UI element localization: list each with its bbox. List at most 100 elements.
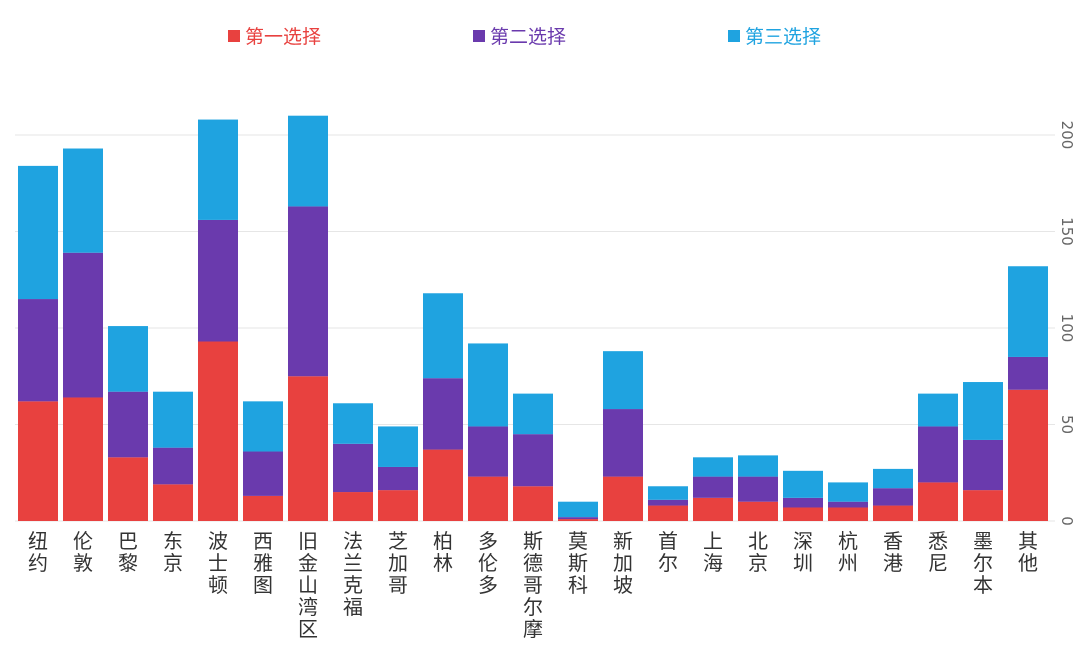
- bar-2-22: [1008, 356, 1048, 390]
- bar-1-3: [153, 484, 193, 521]
- bar-1-5: [243, 495, 283, 521]
- legend-label: 第三选择: [745, 26, 822, 48]
- bar-3-11: [513, 393, 553, 435]
- y-tick-label: 150: [1058, 217, 1076, 246]
- bar-1-12: [558, 519, 598, 521]
- x-category-label: 深圳: [793, 529, 813, 575]
- bar-2-3: [153, 447, 193, 485]
- bar-2-1: [63, 252, 103, 398]
- bar-2-19: [873, 488, 913, 506]
- bar-1-22: [1008, 389, 1048, 521]
- bar-2-13: [603, 409, 643, 477]
- y-tick-label: 50: [1058, 415, 1076, 434]
- x-category-label: 首尔: [658, 529, 678, 575]
- bar-3-2: [108, 326, 148, 392]
- x-category-label: 巴黎: [118, 529, 138, 575]
- bar-2-12: [558, 517, 598, 520]
- bar-2-10: [468, 426, 508, 477]
- x-category-label: 上海: [703, 529, 723, 575]
- x-category-label: 斯德哥尔摩: [523, 529, 543, 641]
- bar-2-2: [108, 391, 148, 458]
- x-category-label: 西雅图: [253, 529, 273, 597]
- bar-3-18: [828, 482, 868, 502]
- legend-item[interactable]: 第三选择: [728, 22, 821, 49]
- bar-1-14: [648, 505, 688, 521]
- x-category-label: 莫斯科: [568, 529, 588, 597]
- bar-1-0: [18, 401, 58, 521]
- bar-3-4: [198, 119, 238, 220]
- bar-3-5: [243, 401, 283, 452]
- bar-3-8: [378, 426, 418, 467]
- bar-2-9: [423, 378, 463, 450]
- bar-1-8: [378, 490, 418, 521]
- x-category-label: 墨尔本: [973, 529, 993, 597]
- bar-2-4: [198, 219, 238, 342]
- bar-3-20: [918, 393, 958, 427]
- x-category-label: 芝加哥: [388, 529, 408, 597]
- x-category-label: 杭州: [838, 529, 858, 575]
- bar-1-15: [693, 497, 733, 521]
- x-category-label: 新加坡: [613, 529, 633, 597]
- bar-2-18: [828, 501, 868, 508]
- legend-swatch: [728, 29, 740, 42]
- bar-2-20: [918, 426, 958, 483]
- bar-1-13: [603, 476, 643, 521]
- bar-3-9: [423, 293, 463, 379]
- bar-1-16: [738, 501, 778, 521]
- x-category-label: 柏林: [433, 529, 453, 575]
- bar-3-14: [648, 486, 688, 500]
- x-category-label: 法兰克福: [343, 529, 363, 619]
- bar-2-21: [963, 439, 1003, 491]
- x-category-label: 旧金山湾区: [298, 529, 318, 641]
- bar-2-15: [693, 476, 733, 498]
- legend-swatch: [473, 29, 485, 42]
- bar-2-16: [738, 476, 778, 502]
- bar-2-6: [288, 206, 328, 377]
- bar-1-1: [63, 397, 103, 521]
- bar-2-17: [783, 497, 823, 508]
- bar-3-22: [1008, 266, 1048, 357]
- bar-1-20: [918, 482, 958, 521]
- y-tick-label: 100: [1058, 314, 1076, 343]
- x-category-label: 北京: [748, 529, 768, 575]
- x-category-label: 悉尼: [928, 529, 948, 575]
- bar-2-0: [18, 299, 58, 402]
- bar-1-19: [873, 505, 913, 521]
- bar-3-21: [963, 382, 1003, 440]
- legend-item[interactable]: 第二选择: [473, 22, 566, 49]
- bar-3-17: [783, 470, 823, 498]
- bar-1-11: [513, 486, 553, 521]
- y-tick-label: 200: [1058, 121, 1076, 150]
- x-category-label: 东京: [163, 529, 183, 575]
- bar-3-6: [288, 115, 328, 207]
- bar-3-3: [153, 391, 193, 448]
- bar-1-4: [198, 341, 238, 521]
- bar-3-19: [873, 468, 913, 489]
- x-category-label: 香港: [883, 529, 903, 575]
- bar-2-14: [648, 499, 688, 506]
- bar-3-16: [738, 455, 778, 477]
- x-category-label: 伦敦: [73, 529, 93, 575]
- y-tick-label: 0: [1058, 516, 1076, 526]
- bar-3-1: [63, 148, 103, 253]
- legend-item[interactable]: 第一选择: [228, 22, 321, 49]
- bar-1-10: [468, 476, 508, 521]
- x-category-label: 多伦多: [478, 529, 498, 597]
- bar-1-21: [963, 490, 1003, 521]
- bar-1-9: [423, 449, 463, 521]
- bar-3-10: [468, 343, 508, 427]
- bar-1-7: [333, 492, 373, 521]
- bar-3-15: [693, 457, 733, 477]
- x-category-label: 波士顿: [208, 529, 228, 597]
- legend-label: 第一选择: [245, 26, 322, 48]
- bar-1-6: [288, 376, 328, 521]
- x-category-label: 纽约: [28, 529, 48, 575]
- bar-1-18: [828, 507, 868, 521]
- bar-1-17: [783, 507, 823, 521]
- bar-2-7: [333, 443, 373, 493]
- bar-3-0: [18, 165, 58, 300]
- bar-2-8: [378, 466, 418, 491]
- bar-3-7: [333, 403, 373, 444]
- x-category-label: 其他: [1018, 529, 1038, 575]
